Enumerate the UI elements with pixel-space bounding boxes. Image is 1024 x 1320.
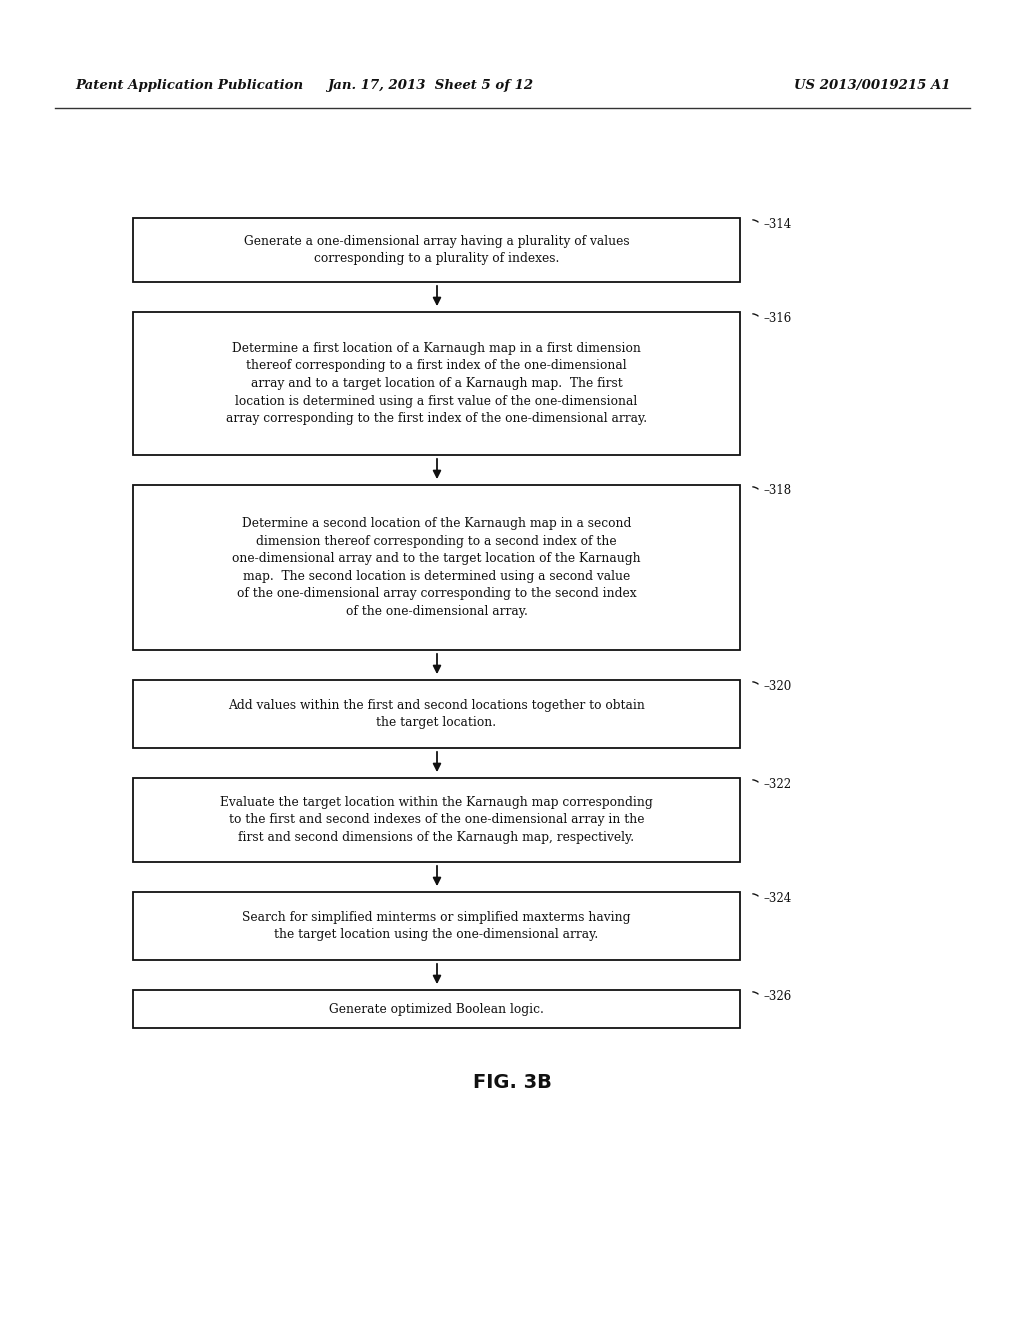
Text: Determine a second location of the Karnaugh map in a second
dimension thereof co: Determine a second location of the Karna…	[232, 517, 641, 618]
Text: –314: –314	[763, 218, 792, 231]
Text: –322: –322	[763, 777, 792, 791]
Text: Generate a one-dimensional array having a plurality of values
corresponding to a: Generate a one-dimensional array having …	[244, 235, 630, 265]
Bar	[133, 312, 740, 455]
Text: FIG. 3B: FIG. 3B	[472, 1072, 552, 1092]
Bar	[133, 777, 740, 862]
Text: Determine a first location of a Karnaugh map in a first dimension
thereof corres: Determine a first location of a Karnaugh…	[226, 342, 647, 425]
Bar	[133, 218, 740, 282]
Text: Add values within the first and second locations together to obtain
the target l: Add values within the first and second l…	[228, 698, 645, 729]
Text: Search for simplified minterms or simplified maxterms having
the target location: Search for simplified minterms or simpli…	[243, 911, 631, 941]
Text: –324: –324	[763, 891, 792, 904]
Text: Evaluate the target location within the Karnaugh map corresponding
to the first : Evaluate the target location within the …	[220, 796, 653, 843]
Text: Patent Application Publication: Patent Application Publication	[75, 78, 303, 91]
Bar	[133, 892, 740, 960]
Bar	[133, 990, 740, 1028]
Text: Generate optimized Boolean logic.: Generate optimized Boolean logic.	[329, 1002, 544, 1015]
Bar	[133, 484, 740, 649]
Text: –326: –326	[763, 990, 792, 1002]
Text: –320: –320	[763, 680, 792, 693]
Bar	[133, 680, 740, 748]
Text: –318: –318	[763, 484, 792, 498]
Text: –316: –316	[763, 312, 792, 325]
Text: US 2013/0019215 A1: US 2013/0019215 A1	[794, 78, 950, 91]
Text: Jan. 17, 2013  Sheet 5 of 12: Jan. 17, 2013 Sheet 5 of 12	[327, 78, 534, 91]
